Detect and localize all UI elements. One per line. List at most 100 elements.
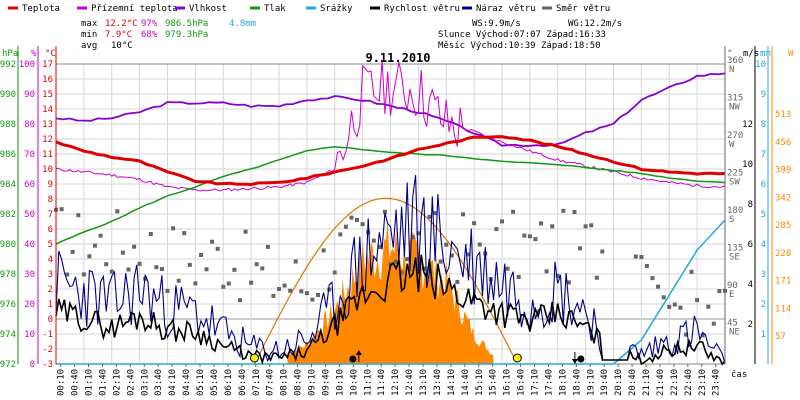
rain-axis-tick: 10	[755, 60, 766, 70]
temp-axis-tick: -2	[42, 345, 53, 355]
time-tick: 09:40	[322, 369, 332, 396]
wind-direction-point	[405, 257, 410, 262]
moon-rise-arrowhead-icon	[355, 350, 362, 355]
direction-axis-tick: 45	[727, 319, 738, 329]
humidity-line	[55, 72, 726, 148]
rain-axis-tick: 9	[761, 90, 766, 100]
temp-axis-label: °C	[45, 49, 56, 59]
wind-direction-point	[589, 223, 594, 228]
solar-axis-tick: 228	[775, 249, 791, 259]
time-tick: 23:10	[698, 369, 708, 396]
direction-axis-tick: 225	[727, 169, 743, 179]
direction-axis-tick: 180	[727, 206, 743, 216]
time-tick: 06:40	[238, 369, 248, 396]
temp-axis-tick: 2	[48, 285, 53, 295]
wind-direction-point	[533, 237, 538, 242]
solar-axis-tick: 399	[775, 166, 791, 176]
wind-axis-tick: 10	[742, 160, 753, 170]
humidity-axis-tick: 20	[24, 300, 35, 310]
time-tick: 01:40	[99, 369, 109, 396]
time-tick: 04:10	[168, 369, 178, 396]
wind-direction-point	[293, 259, 298, 264]
wind-direction-point	[271, 293, 276, 298]
wind-direction-point	[550, 224, 555, 229]
time-tick: 15:10	[475, 369, 485, 396]
wind-direction-point	[667, 304, 672, 309]
wind-direction-point	[104, 262, 109, 267]
rain-axis-tick: 7	[761, 150, 766, 160]
time-tick: 14:40	[461, 369, 471, 396]
rain-axis-tick: 6	[761, 180, 766, 190]
time-tick: 20:10	[614, 369, 624, 396]
wind-direction-point	[115, 209, 120, 214]
wind-direction-point	[148, 232, 153, 236]
time-tick: 00:40	[71, 369, 81, 396]
wind-direction-point	[377, 245, 382, 249]
wind-direction-point	[444, 242, 449, 247]
wind-direction-point	[544, 269, 549, 274]
legend-label: Směr větru	[556, 4, 610, 14]
time-tick: 18:40	[572, 369, 582, 396]
wind-direction-point	[656, 284, 661, 289]
stats-min-label: min	[81, 30, 97, 40]
wind-direction-point	[109, 269, 114, 274]
wind-direction-point	[199, 253, 203, 257]
wind-direction-point	[661, 295, 666, 300]
humidity-axis-tick: 40	[24, 240, 35, 250]
temp-axis-tick: 11	[42, 150, 53, 160]
moon-marker-icon	[349, 355, 357, 363]
wind-direction-point	[371, 238, 376, 243]
wind-direction-point	[455, 279, 460, 284]
wind-direction-point	[277, 287, 281, 291]
wind-direction-point	[249, 280, 254, 285]
time-tick: 00:10	[57, 369, 67, 396]
time-tick: 17:40	[545, 369, 555, 396]
legend-item: Rychlost větru	[370, 4, 460, 14]
wind-direction-point	[433, 211, 438, 216]
wind-direction-point	[494, 227, 499, 232]
hpa-axis-tick: 986	[0, 150, 16, 160]
wind-direction-point	[472, 221, 477, 226]
wind-direction-point	[98, 233, 103, 238]
wind-direction-point	[578, 246, 582, 251]
direction-axis-tick: 135	[727, 244, 743, 254]
wind-direction-point	[232, 267, 237, 272]
temp-axis-tick: 3	[48, 270, 53, 280]
time-tick: 06:10	[224, 369, 234, 396]
solar-axis-label: W	[788, 49, 794, 59]
stats-max-temp: 12.2°C	[105, 19, 138, 29]
wind-direction-point	[360, 222, 365, 227]
temp-axis-tick: -1	[42, 330, 53, 340]
solar-axis-tick: 513	[775, 110, 791, 120]
wind-direction-point	[678, 305, 683, 310]
wind-direction-point	[572, 210, 577, 214]
wind-direction-point	[505, 266, 510, 271]
moon-set-arrowhead-icon	[571, 359, 578, 364]
time-tick: 18:10	[558, 369, 568, 396]
hpa-axis-tick: 976	[0, 300, 16, 310]
time-tick: 21:40	[656, 369, 666, 396]
wind-direction-point	[511, 209, 516, 214]
wind-direction-point	[176, 278, 181, 283]
time-tick: 01:10	[85, 369, 95, 396]
temp-axis-tick: -3	[42, 360, 53, 370]
time-tick: 19:10	[586, 369, 596, 396]
wind-direction-point	[633, 254, 638, 259]
wind-direction-point	[416, 231, 421, 236]
time-tick: 16:10	[503, 369, 513, 396]
wind-direction-point	[65, 272, 70, 277]
time-tick: 15:40	[489, 369, 499, 396]
temp-axis-tick: 0	[48, 315, 53, 325]
wind-direction-point	[711, 321, 716, 326]
direction-axis-tick: 315	[727, 94, 743, 104]
wind-direction-point	[321, 248, 326, 253]
temp-axis-tick: 7	[48, 210, 53, 220]
wind-direction-point	[76, 213, 81, 218]
wind-direction-point	[171, 226, 176, 231]
solar-axis-tick: 57	[775, 332, 786, 342]
precipitation-line	[56, 219, 726, 365]
hpa-axis-tick: 984	[0, 180, 16, 190]
wind-axis-tick: 2	[748, 320, 753, 330]
wind-direction-point	[137, 261, 142, 266]
time-tick: 20:40	[628, 369, 638, 396]
